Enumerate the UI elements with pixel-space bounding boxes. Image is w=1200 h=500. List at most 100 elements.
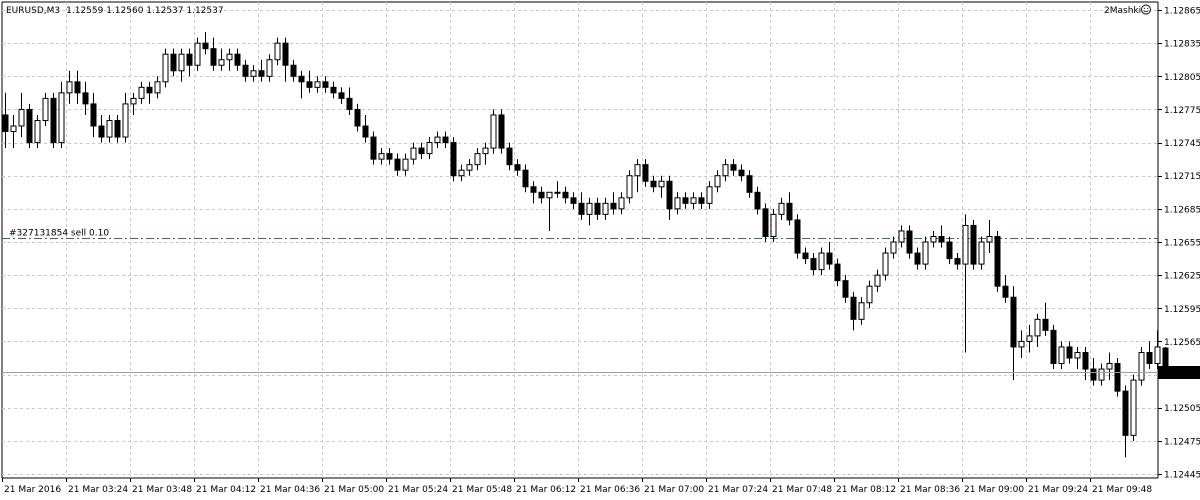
candle-body-bullish: [722, 164, 729, 177]
order-line-label: #327131854 sell 0.10: [9, 229, 109, 239]
candle-body-bullish: [674, 197, 681, 210]
candle-body-bearish: [834, 263, 841, 282]
y-tick-label: 1.12505: [1164, 404, 1200, 414]
candle: [986, 219, 993, 254]
candle-body-bullish: [626, 175, 633, 199]
candle-body-bearish: [442, 136, 449, 144]
candle: [82, 81, 89, 115]
candle-body-bullish: [898, 230, 905, 243]
candle: [1082, 346, 1089, 381]
candle: [1002, 275, 1009, 303]
candle-body-bullish: [1154, 346, 1161, 365]
y-tick-label: 1.12565: [1164, 338, 1200, 348]
candle-body-bearish: [2, 114, 9, 133]
candle: [442, 131, 449, 149]
candle: [298, 70, 305, 99]
candle-body-bullish: [1026, 335, 1033, 342]
y-tick-label: 1.12745: [1164, 139, 1200, 149]
candle-body-bullish: [618, 197, 625, 210]
x-tick-label: 21 Mar 04:12: [196, 485, 256, 495]
candle-body-bullish: [778, 202, 785, 215]
candle: [882, 247, 889, 281]
x-tick-label: 21 Mar 05:00: [324, 485, 384, 495]
ohlc-readout: 1.12559 1.12560 1.12537 1.12537: [66, 6, 223, 16]
candle-body-bearish: [306, 81, 313, 88]
x-tick-label: 21 Mar 08:12: [836, 485, 896, 495]
candle: [1058, 341, 1065, 370]
candle: [978, 236, 985, 270]
candle: [186, 48, 193, 77]
candle: [1018, 330, 1025, 358]
candle-body-bearish: [754, 191, 761, 210]
candle: [1114, 358, 1121, 397]
candle: [418, 142, 425, 160]
candle-body-bullish: [554, 191, 561, 194]
candle: [570, 192, 577, 209]
candle-body-bearish: [826, 252, 833, 265]
candle: [1106, 352, 1113, 381]
candle: [1042, 302, 1049, 336]
candle-body-bullish: [770, 213, 777, 237]
candle: [394, 153, 401, 176]
candle-body-bullish: [34, 119, 41, 144]
candle: [194, 37, 201, 71]
candle-body-bearish: [114, 119, 121, 138]
candle: [594, 197, 601, 220]
candle: [42, 92, 49, 126]
symbol-label: EURUSD,M3: [6, 6, 60, 16]
candle-body-bearish: [906, 230, 913, 254]
candle-body-bearish: [298, 75, 305, 83]
candle-body-bullish: [194, 42, 201, 66]
candle: [458, 164, 465, 182]
candle: [146, 81, 153, 104]
candle-body-bearish: [970, 224, 977, 265]
candle-body-bearish: [1042, 318, 1049, 331]
candle-body-bearish: [522, 169, 529, 188]
candle-body-bullish: [1106, 363, 1113, 370]
candle-body-bearish: [698, 197, 705, 204]
candle-body-bearish: [1050, 329, 1057, 365]
candle: [66, 70, 73, 104]
candle: [306, 70, 313, 93]
candle-body-bearish: [330, 86, 337, 94]
candle: [386, 148, 393, 165]
candle-body-bearish: [26, 108, 33, 144]
grid: [1, 1, 1159, 479]
candle-body-bearish: [1122, 390, 1129, 436]
candle: [786, 192, 793, 226]
candle-body-bearish: [794, 219, 801, 254]
candle-body-bullish: [474, 153, 481, 166]
candle-body-bullish: [890, 241, 897, 254]
x-tick-label: 21 Mar 05:48: [452, 485, 512, 495]
candle-body-bullish: [42, 97, 49, 121]
candle-body-bullish: [690, 197, 697, 204]
candle-body-bullish: [410, 147, 417, 160]
candle: [58, 81, 65, 149]
candle: [770, 208, 777, 242]
candle-body-bearish: [170, 53, 177, 72]
candle-body-bullish: [426, 142, 433, 155]
candle: [106, 114, 113, 143]
candle-body-bearish: [354, 108, 361, 127]
candle-body-bearish: [74, 81, 81, 94]
candle-body-bullish: [602, 202, 609, 215]
candle-body-bullish: [1074, 351, 1081, 359]
candle: [554, 181, 561, 198]
candle-body-bearish: [146, 86, 153, 94]
candle-body-bullish: [874, 274, 881, 287]
candle: [282, 37, 289, 82]
candle-body-bullish: [586, 202, 593, 215]
candle-body-bearish: [730, 164, 737, 171]
candle: [258, 59, 265, 82]
candle: [74, 70, 81, 104]
candle-body-bullish: [138, 86, 145, 99]
candle-body-bearish: [642, 164, 649, 182]
x-tick-label: 21 Mar 05:24: [388, 485, 448, 495]
candle: [370, 131, 377, 165]
candle: [610, 192, 617, 215]
candle-body-bearish: [594, 202, 601, 215]
candle-body-bearish: [386, 153, 393, 160]
x-axis: 21 Mar 2016 21 Mar 03:24 21 Mar 03:48 21 Ma…: [2, 478, 1152, 495]
